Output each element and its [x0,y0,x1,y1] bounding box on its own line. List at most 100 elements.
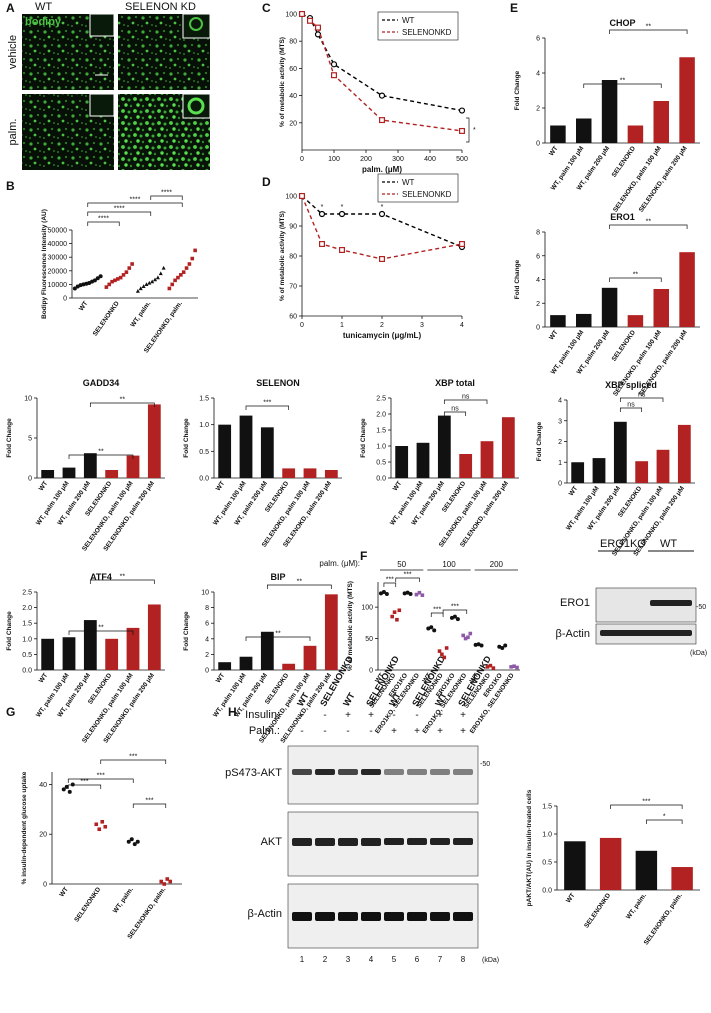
marker [299,11,306,18]
unit-label: (kDa) [690,650,707,657]
bracket [67,784,102,789]
annotation: **** [161,190,172,197]
bracket [245,636,311,641]
chart-title: GADD34 [83,378,120,388]
annotation: *** [145,798,153,805]
y-tick-label: 0.5 [542,860,552,867]
y-axis-label: % insulin-dependent glucose uptake [21,771,28,884]
band [384,912,404,921]
bar [105,638,119,670]
row-label: pS473-AKT [225,767,282,779]
bar [239,415,253,478]
legend-label: WT [402,16,415,25]
band [361,769,381,775]
bracket [68,630,134,635]
point [461,633,465,638]
column-label: SELENON KD [125,1,196,13]
y-tick-label: 10 [24,396,32,403]
panel-letter: A [6,1,15,15]
marker [319,241,326,248]
band [430,912,450,921]
marker [458,107,466,114]
bar [459,454,473,478]
bar [592,458,606,483]
point [392,610,397,614]
band [600,630,692,636]
band [384,838,404,845]
marker [379,117,386,124]
point [67,789,72,794]
annotation: * [341,204,344,211]
annotation: ns [638,392,646,399]
point [64,784,69,789]
y-tick-label: 4 [205,636,209,643]
bar [239,656,253,670]
group-value: 50 [397,560,406,569]
point [170,282,175,287]
point [432,628,437,633]
bracket [383,582,397,587]
condition-sign: + [437,710,443,721]
marker [315,24,322,31]
annotation: ** [646,219,652,226]
condition-label: Palm.: [249,725,280,737]
bar [653,289,669,327]
chart-title: SELENON [256,378,300,388]
y-tick-label: 2.0 [376,412,386,419]
y-axis-label: Bodipy Fluorescence Intensity (AU) [41,209,48,319]
point [130,262,134,266]
y-tick-label: 100 [361,605,373,612]
bracket [245,405,290,410]
annotation: **** [114,206,125,213]
bracket [87,202,183,207]
y-tick-label: 2 [536,301,540,308]
y-tick-label: 0 [43,882,47,889]
x-tick-label: SELENONKD, palm. [643,892,684,946]
point [161,265,166,270]
point [129,837,134,842]
chart-title: ERO1 [610,212,635,222]
bar [41,638,55,670]
x-tick-label: WT [215,480,227,492]
point [92,278,97,283]
bracket [89,579,155,584]
marker [330,61,338,68]
y-tick-label: 5 [28,436,32,443]
annotation: ** [98,625,104,632]
point [126,839,131,844]
bar [83,453,97,478]
x-tick-label: WT [469,672,481,684]
y-tick-label: 6 [536,36,540,43]
bar [480,441,494,478]
band [338,838,358,846]
band [315,838,335,846]
x-tick-label: WT [215,672,227,684]
condition-sign: + [391,726,397,737]
bar [501,417,515,478]
marker [338,210,346,218]
marker [339,247,346,254]
y-tick-label: 2.5 [22,590,32,597]
point [159,879,164,884]
annotation: ** [297,579,303,586]
band [292,769,312,775]
legend-label: SELENONKD [402,28,452,37]
annotation: ** [98,449,104,456]
y-tick-label: 40 [39,782,47,789]
panel-letter: G [6,705,15,719]
y-tick-label: 100 [285,194,297,201]
annotation: ** [620,78,626,85]
y-tick-label: 0.0 [542,888,552,895]
marker-label: -50 [480,761,490,768]
row-label: AKT [261,836,283,848]
legend-label: SELENONKD [402,190,452,199]
x-tick-label: WT [548,329,560,341]
annotation: ns [627,402,635,409]
point [100,819,105,824]
bar [679,252,695,327]
marker [318,210,326,218]
bar [147,604,161,670]
x-tick-label: 0 [300,322,304,329]
marker [331,72,338,79]
bar [599,837,622,890]
